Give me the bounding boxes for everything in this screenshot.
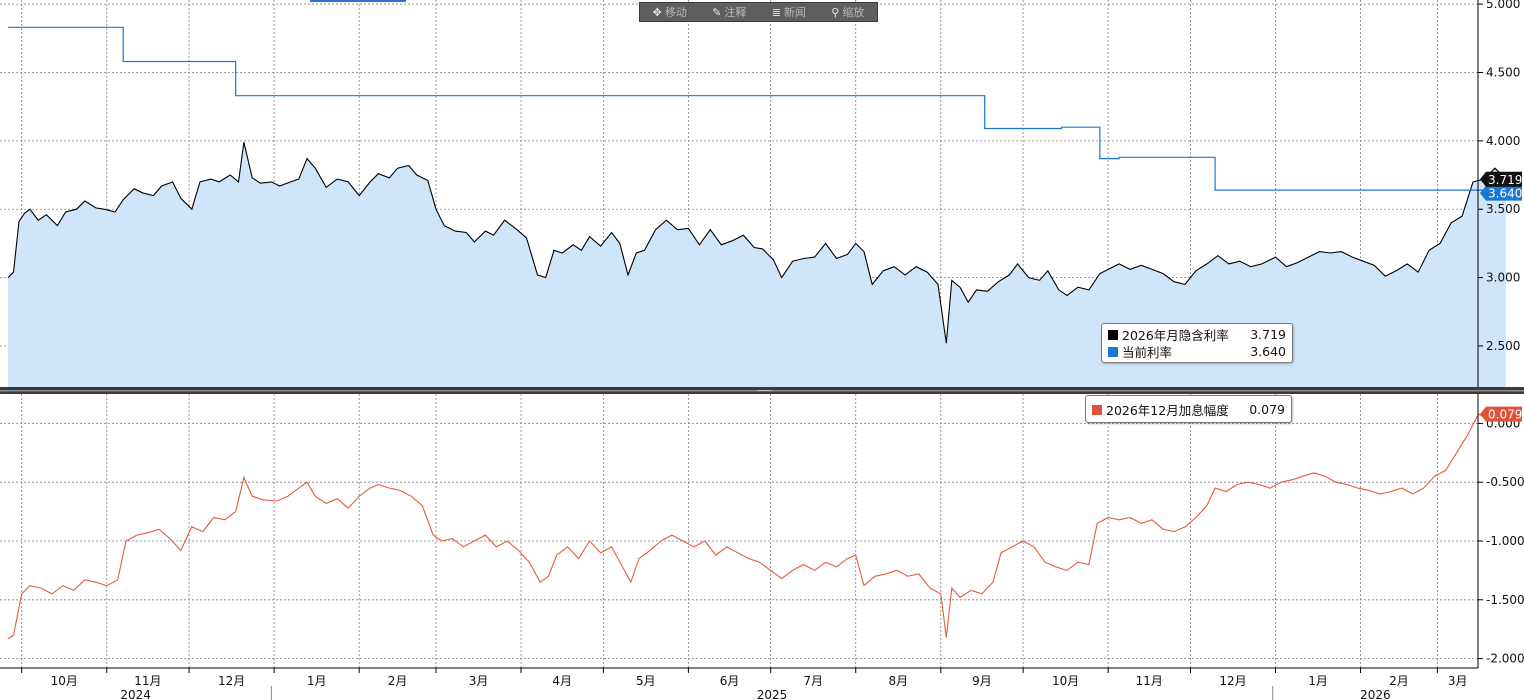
current-rate-tag-bg xyxy=(1480,185,1522,201)
legend-label-current: 当前利率 xyxy=(1122,345,1173,360)
legend-label-spread: 2026年12月加息幅度 xyxy=(1106,403,1229,418)
y-tick-upper-label: 4.000 xyxy=(1486,134,1520,148)
spread-tag-text: 0.079 xyxy=(1488,408,1522,422)
pan-button[interactable]: ✥ 移动 xyxy=(653,4,687,20)
news-button[interactable]: ≣ 新闻 xyxy=(772,4,806,20)
pan-icon: ✥ xyxy=(652,5,662,19)
legend-swatch-current xyxy=(1108,346,1118,357)
legend-swatch-spread xyxy=(1092,404,1102,415)
y-tick-upper-label: 4.500 xyxy=(1486,65,1520,79)
pan-label: 移动 xyxy=(664,6,687,19)
x-tick-label: 10月 xyxy=(51,674,78,688)
annotate-label: 注释 xyxy=(724,6,747,19)
lower-panel xyxy=(0,394,1478,668)
annotate-button[interactable]: ✎ 注释 xyxy=(712,4,746,20)
current-rate-tag: 3.640 xyxy=(1480,185,1522,201)
list-icon: ≣ xyxy=(771,5,781,19)
upper-legend[interactable]: 2026年月隐含利率 3.719 当前利率 3.640 xyxy=(1101,323,1293,363)
x-tick-label: 6月 xyxy=(720,674,740,688)
x-tick-label: 7月 xyxy=(803,674,823,688)
lower-legend[interactable]: 2026年12月加息幅度 0.079 xyxy=(1085,395,1292,423)
legend-item-spread: 2026年12月加息幅度 0.079 xyxy=(1092,401,1285,418)
y-tick-upper-label: 5.000 xyxy=(1486,0,1520,11)
legend-value-implied: 3.719 xyxy=(1250,327,1286,342)
implied-rate-tag: 3.719 xyxy=(1480,171,1522,187)
hike-spread-line xyxy=(7,408,1507,640)
x-tick-label: 2月 xyxy=(388,674,408,688)
x-year-label: 2024 xyxy=(120,688,151,700)
draw-icon: ✎ xyxy=(712,5,722,19)
implied-rate-tag-bg xyxy=(1480,171,1522,187)
x-tick-label: 1月 xyxy=(1308,674,1328,688)
x-tick-label: 4月 xyxy=(552,674,572,688)
x-year-label: 2026 xyxy=(1360,688,1391,700)
spread-tag-bg xyxy=(1480,406,1522,422)
implied-rate-line xyxy=(7,142,1507,344)
x-tick-label: 2月 xyxy=(1389,674,1409,688)
spread-tag: 0.079 xyxy=(1480,406,1522,422)
window-accent-bar xyxy=(310,0,406,2)
legend-swatch-implied xyxy=(1108,329,1118,340)
current-rate-tag-text: 3.640 xyxy=(1488,187,1522,201)
x-tick-label: 1月 xyxy=(307,674,327,688)
x-tick-label: 12月 xyxy=(1219,674,1246,688)
y-tick-upper-label: 2.500 xyxy=(1486,339,1520,353)
x-tick-label: 8月 xyxy=(888,674,908,688)
x-tick-label: 12月 xyxy=(218,674,245,688)
y-tick-lower-label: -1.500 xyxy=(1486,593,1524,607)
chart-toolbar: ✥ 移动 ✎ 注释 ≣ 新闻 ⚲ 缩放 xyxy=(639,2,878,22)
zoom-label: 缩放 xyxy=(842,6,865,19)
legend-item-current: 当前利率 3.640 xyxy=(1108,343,1286,360)
implied-rate-tag-text: 3.719 xyxy=(1488,173,1522,187)
legend-item-implied: 2026年月隐含利率 3.719 xyxy=(1108,326,1286,343)
x-tick-label: 11月 xyxy=(134,674,161,688)
x-tick-label: 5月 xyxy=(636,674,656,688)
current-rate-line xyxy=(8,26,1506,191)
x-tick-label: 3月 xyxy=(1448,674,1468,688)
news-label: 新闻 xyxy=(783,6,806,19)
x-tick-label: 11月 xyxy=(1136,674,1163,688)
zoom-icon: ⚲ xyxy=(831,5,840,19)
y-tick-upper-label: 3.000 xyxy=(1486,271,1520,285)
legend-value-spread: 0.079 xyxy=(1249,402,1285,417)
legend-label-implied: 2026年月隐含利率 xyxy=(1122,328,1229,343)
legend-value-current: 3.640 xyxy=(1250,344,1286,359)
zoom-button[interactable]: ⚲ 缩放 xyxy=(831,4,864,20)
x-tick-label: 3月 xyxy=(469,674,489,688)
y-tick-lower-label: -2.000 xyxy=(1486,652,1524,666)
y-tick-lower-label: -1.000 xyxy=(1486,534,1524,548)
y-tick-upper-label: 3.500 xyxy=(1486,202,1520,216)
x-tick-label: 9月 xyxy=(972,674,992,688)
x-year-label: 2025 xyxy=(757,688,788,700)
x-tick-label: 10月 xyxy=(1052,674,1079,688)
y-tick-lower-label: -0.500 xyxy=(1486,475,1524,489)
